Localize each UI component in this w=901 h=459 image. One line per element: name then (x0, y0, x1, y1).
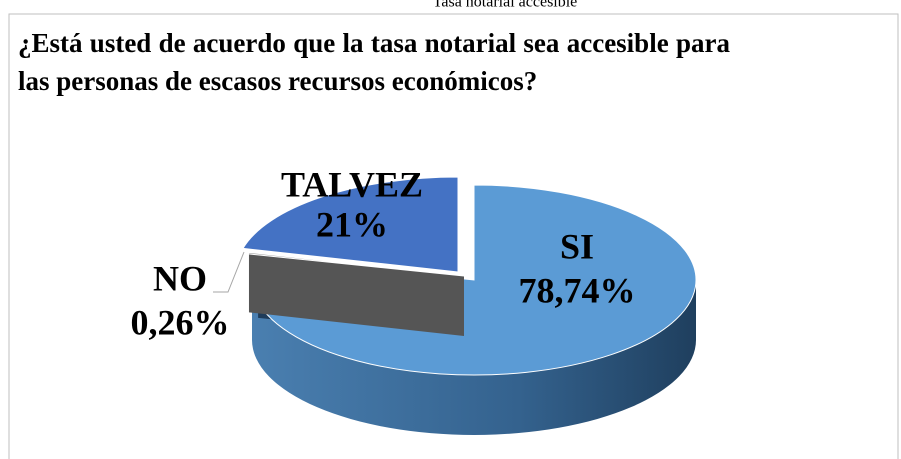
slice (247, 251, 465, 277)
slice (242, 176, 459, 273)
slice-label-name: TALVEZ (281, 164, 423, 204)
slice-label-name: SI (560, 226, 594, 266)
slice-cut (248, 252, 464, 336)
leader-line (213, 251, 245, 293)
pie (242, 176, 697, 435)
slice-side (252, 280, 696, 435)
caption: Tasa notarial accesible (433, 0, 578, 11)
slice (251, 184, 697, 376)
slice-label-value: 78,74% (519, 270, 636, 310)
chart-title: ¿Está usted de acuerdo que la tasa notar… (18, 28, 730, 96)
frame (8, 13, 899, 459)
slice-label-name: NO (153, 258, 207, 298)
slice-label-value: 0,26% (131, 302, 230, 342)
slice-label-value: 21% (316, 204, 388, 244)
